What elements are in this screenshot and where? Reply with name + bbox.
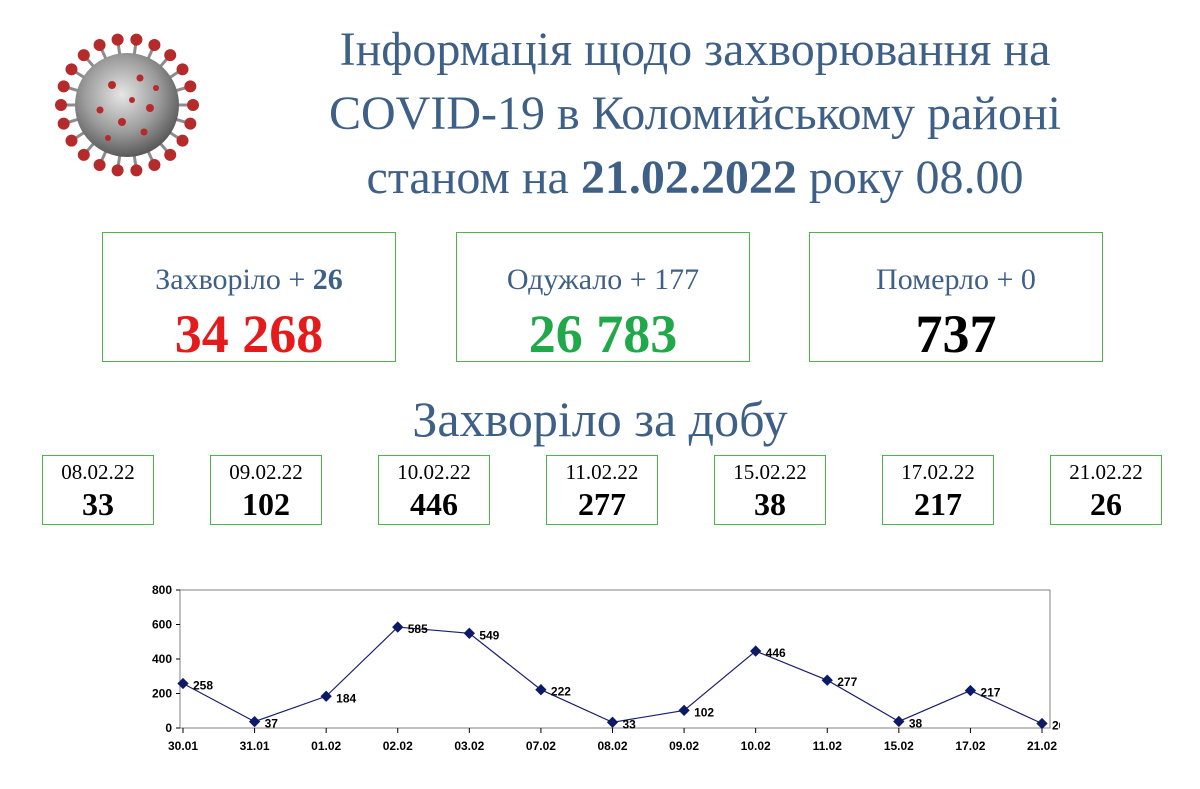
data-point [821, 674, 833, 686]
recovered-card: Одужало + 177 26 783 [456, 232, 750, 364]
daily-date: 08.02.22 [61, 460, 135, 484]
x-tick-label: 01.02 [311, 739, 341, 753]
data-point [248, 715, 261, 728]
virus-icon [55, 33, 199, 177]
died-card: Померло + 0 737 [809, 232, 1103, 364]
daily-subtitle: Захворіло за добу [412, 391, 788, 447]
x-tick-label: 21.02 [1027, 739, 1057, 753]
title-suffix: року 08.00 [796, 151, 1024, 204]
daily-cases-chart: 0 200 400 600 800 30.01 31.01 01.02 02.02 03.02 07… [152, 583, 1060, 753]
recovered-label: Одужало + 177 [506, 263, 700, 296]
data-label: 585 [408, 622, 428, 636]
x-tick-label: 07.02 [526, 739, 556, 753]
y-tick-label: 0 [165, 721, 172, 735]
data-label: 38 [909, 716, 923, 730]
data-point [535, 684, 547, 696]
data-label: 277 [837, 675, 857, 689]
title-prefix: станом на [366, 151, 581, 204]
sick-delta: 26 [312, 263, 343, 296]
recovered-total: 26 783 [528, 304, 678, 364]
x-tick-label: 15.02 [884, 739, 914, 753]
died-label: Померло + 0 [876, 263, 1036, 296]
sick-label-text: Захворіло + [155, 263, 313, 296]
data-point [964, 684, 977, 697]
daily-box: 21.02.22 26 [1050, 455, 1162, 525]
data-point [320, 690, 332, 702]
sick-card: Захворіло + 26 34 268 [102, 232, 396, 364]
data-label: 37 [265, 717, 279, 731]
series-line [182, 626, 1043, 725]
plot-frame [179, 589, 1051, 729]
data-point [1036, 717, 1048, 730]
sick-label: Захворіло + 26 [103, 263, 395, 297]
daily-box: 17.02.22 217 [882, 455, 994, 525]
data-point [606, 716, 619, 728]
y-tick-label: 600 [152, 618, 172, 632]
daily-date: 21.02.22 [1069, 460, 1143, 484]
data-point [463, 627, 475, 639]
data-label: 184 [336, 691, 356, 705]
data-label: 26 [1052, 719, 1060, 733]
x-tick-label: 09.02 [669, 739, 699, 753]
data-point [893, 715, 905, 728]
died-total: 737 [915, 304, 997, 364]
x-tick-label: 02.02 [383, 739, 413, 753]
x-tick-label: 31.01 [240, 739, 270, 753]
data-label: 222 [551, 685, 571, 699]
x-tick-label: 10.02 [741, 739, 771, 753]
daily-count: 277 [578, 486, 626, 522]
page-title: Інформація щодо захворювання на COVID-19… [225, 18, 1165, 210]
data-label: 102 [694, 705, 714, 719]
daily-count: 33 [82, 486, 114, 522]
y-tick-label: 400 [152, 652, 172, 666]
data-label: 33 [623, 717, 637, 731]
daily-count: 446 [410, 486, 458, 522]
daily-box: 09.02.22 102 [210, 455, 322, 525]
data-point [177, 677, 189, 690]
title-date: 21.02.2022 [580, 151, 797, 204]
x-tick-label: 08.02 [597, 739, 627, 753]
daily-box: 08.02.22 33 [42, 455, 154, 525]
data-label: 446 [766, 646, 786, 660]
daily-date: 17.02.22 [901, 460, 975, 484]
data-label: 258 [193, 678, 213, 692]
daily-date: 10.02.22 [397, 460, 471, 484]
daily-date: 11.02.22 [565, 460, 639, 484]
x-tick-label: 17.02 [955, 739, 985, 753]
data-point [678, 704, 690, 717]
title-line-3: станом на 21.02.2022 року 08.00 [225, 146, 1165, 210]
daily-count: 102 [242, 486, 290, 522]
y-tick-label: 800 [152, 583, 172, 597]
daily-box: 15.02.22 38 [714, 455, 826, 525]
daily-date: 15.02.22 [733, 460, 807, 484]
daily-date: 09.02.22 [229, 460, 303, 484]
data-label: 217 [980, 686, 1000, 700]
y-tick-label: 200 [152, 687, 172, 701]
x-tick-label: 30.01 [168, 739, 198, 753]
title-line-2: COVID-19 в Коломийському районі [329, 87, 1061, 140]
daily-count: 38 [754, 486, 786, 522]
x-tick-label: 03.02 [454, 739, 484, 753]
sick-total: 34 268 [174, 304, 324, 364]
title-line-1: Інформація щодо захворювання на [339, 23, 1051, 76]
data-label: 549 [479, 628, 499, 642]
daily-box: 10.02.22 446 [378, 455, 490, 525]
x-tick-label: 11.02 [813, 739, 843, 753]
daily-count: 217 [914, 486, 962, 522]
daily-count: 26 [1090, 486, 1122, 522]
daily-box: 11.02.22 277 [546, 455, 658, 525]
